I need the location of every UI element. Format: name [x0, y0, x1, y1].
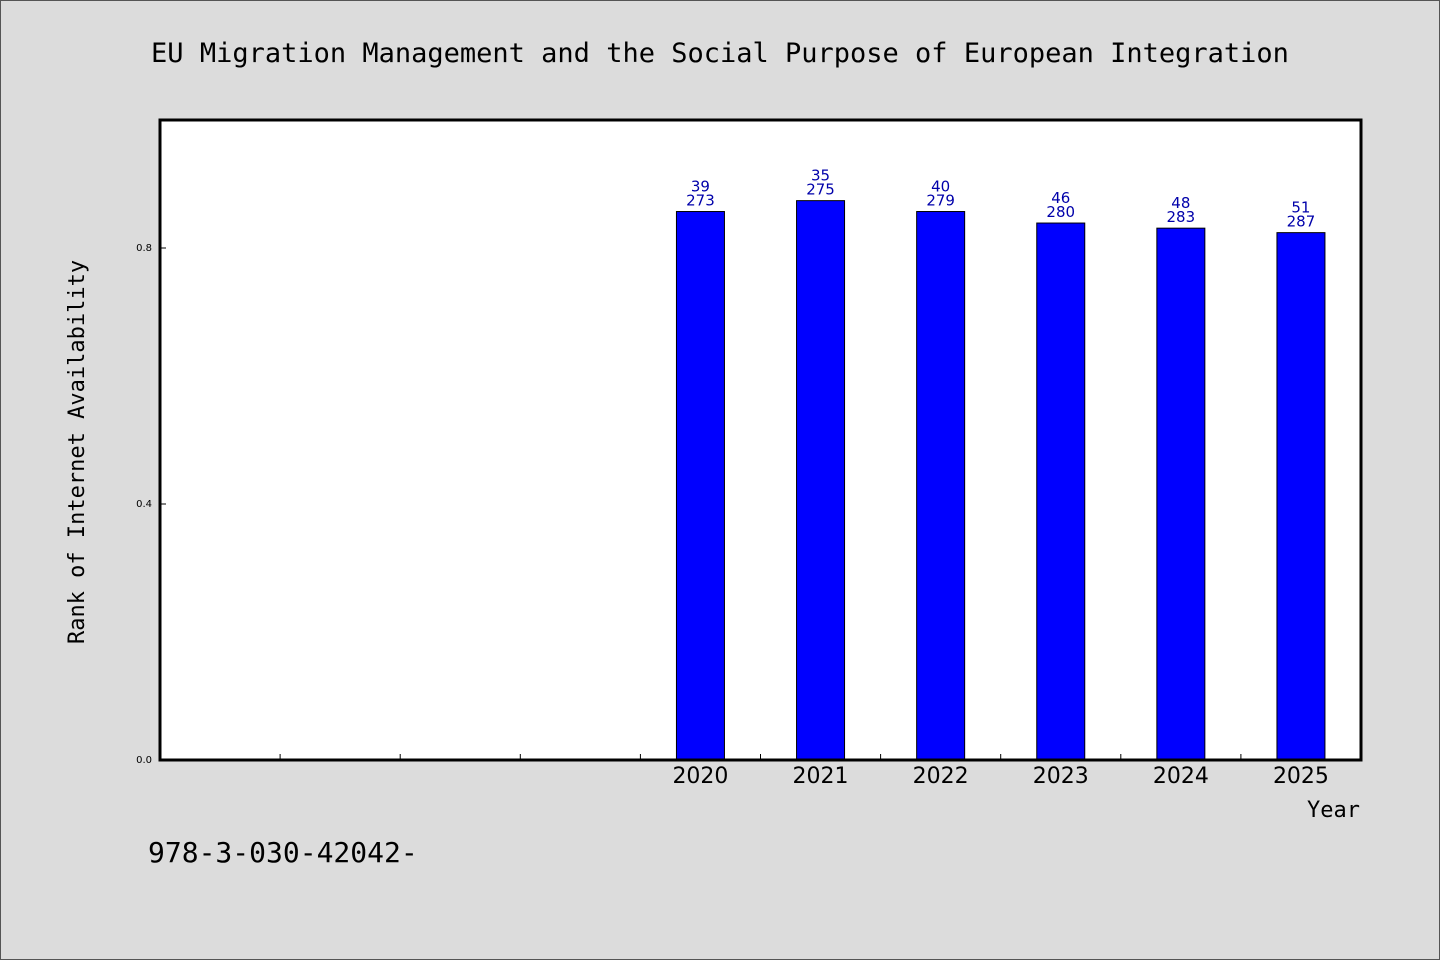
bar-label-top: 46: [1051, 189, 1070, 207]
y-tick-label: 0.0: [136, 755, 152, 766]
y-axis-label: Rank of Internet Availability: [65, 260, 90, 644]
x-tick-label: 2023: [1033, 764, 1089, 789]
bar-label-top: 48: [1171, 194, 1190, 212]
bar-label-bottom: 283: [1167, 208, 1196, 226]
x-tick-label: 2022: [913, 764, 969, 789]
bar: [796, 200, 846, 761]
footnote: 978-3-030-42042-: [148, 836, 418, 869]
bar-label-bottom: 280: [1046, 203, 1075, 221]
y-tick-label: 0.4: [136, 499, 152, 510]
bar: [1156, 227, 1206, 761]
x-tick-label: 2020: [672, 764, 728, 789]
x-tick-label: 2021: [793, 764, 849, 789]
y-tick-label: 0.8: [136, 243, 152, 254]
bar-label-top: 39: [691, 178, 710, 196]
bar: [1276, 232, 1326, 761]
bar: [675, 211, 725, 761]
bar-label-top: 40: [931, 178, 950, 196]
bar-label-top: 51: [1291, 199, 1310, 217]
chart-title: EU Migration Management and the Social P…: [151, 38, 1289, 69]
bar-label-bottom: 287: [1287, 213, 1316, 231]
bar: [1036, 222, 1086, 761]
x-tick-label: 2025: [1273, 764, 1329, 789]
bars-group: [675, 200, 1326, 761]
x-tick-label: 2024: [1153, 764, 1209, 789]
x-ticks-group: 2020 2021 2022 2023 2024 2025: [279, 754, 1329, 789]
bar-label-bottom: 279: [926, 192, 955, 210]
bar: [916, 211, 966, 761]
plot-border: [158, 118, 1363, 762]
x-axis-label: Year: [1307, 798, 1360, 823]
bar-label-bottom: 273: [686, 192, 715, 210]
bar-label-top: 35: [811, 167, 830, 185]
bar-label-bottom: 275: [806, 181, 835, 199]
